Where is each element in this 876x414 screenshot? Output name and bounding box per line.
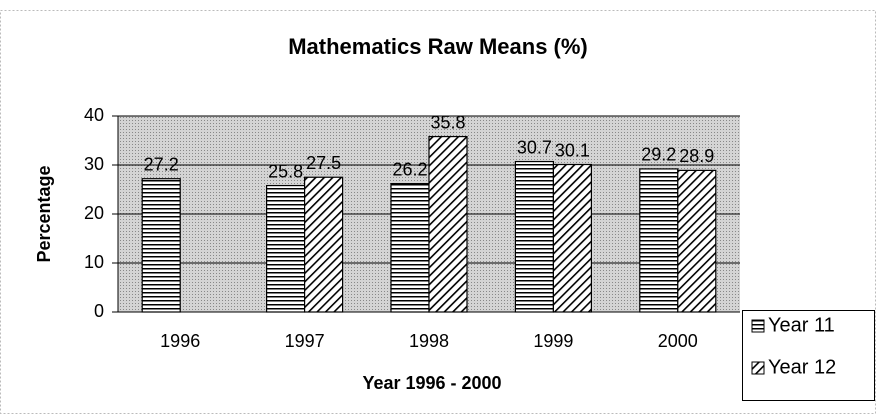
chart-title: Mathematics Raw Means (%) <box>288 34 588 59</box>
bar <box>552 163 593 313</box>
y-tick-label: 30 <box>84 154 104 174</box>
bar <box>428 135 468 313</box>
bar <box>514 160 555 313</box>
x-tick-label: 1997 <box>285 331 325 351</box>
data-label: 30.7 <box>517 137 552 157</box>
bar <box>677 169 717 313</box>
data-label: 27.2 <box>144 154 179 174</box>
bar <box>390 183 430 313</box>
x-tick-label: 1999 <box>533 331 573 351</box>
bar <box>141 178 181 313</box>
x-tick-label: 1996 <box>160 331 200 351</box>
bar <box>639 168 679 313</box>
bar <box>304 176 344 313</box>
y-axis-label: Percentage <box>34 165 54 262</box>
data-label: 28.9 <box>679 146 714 166</box>
data-label: 30.1 <box>555 140 590 160</box>
data-label: 35.8 <box>430 112 465 132</box>
y-tick-label: 20 <box>84 203 104 223</box>
y-tick-label: 0 <box>94 301 104 321</box>
data-label: 26.2 <box>392 159 427 179</box>
x-tick-label: 1998 <box>409 331 449 351</box>
legend-label: Year 11 <box>768 314 835 336</box>
data-label: 25.8 <box>268 161 303 181</box>
bar <box>266 184 306 313</box>
legend-swatch <box>751 361 765 375</box>
x-axis-label: Year 1996 - 2000 <box>362 373 501 393</box>
y-tick-label: 40 <box>84 105 104 125</box>
x-tick-label: 2000 <box>658 331 698 351</box>
legend-swatch <box>751 319 765 333</box>
y-tick-label: 10 <box>84 252 104 272</box>
data-label: 29.2 <box>641 145 676 165</box>
data-label: 27.5 <box>306 153 341 173</box>
legend-label: Year 12 <box>768 356 836 378</box>
